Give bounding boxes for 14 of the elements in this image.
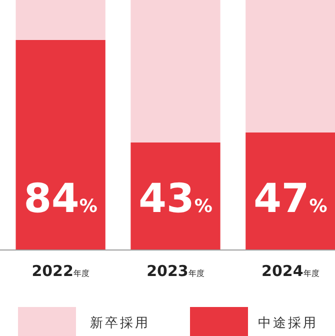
data-label: 84% bbox=[24, 176, 98, 222]
legend-label: 中途採用 bbox=[258, 316, 318, 331]
bar bbox=[246, 0, 335, 132]
bar bbox=[16, 0, 106, 40]
bar bbox=[16, 40, 106, 250]
bar bbox=[130, 142, 220, 250]
bar bbox=[246, 132, 335, 250]
data-label: 43% bbox=[138, 176, 212, 222]
bar bbox=[130, 0, 220, 142]
x-tick-label: 2023年度 bbox=[146, 262, 204, 280]
x-tick-label: 2024年度 bbox=[262, 262, 320, 280]
data-label: 47% bbox=[254, 176, 328, 222]
legend-label: 新卒採用 bbox=[90, 316, 150, 331]
x-tick-label: 2022年度 bbox=[32, 262, 90, 280]
